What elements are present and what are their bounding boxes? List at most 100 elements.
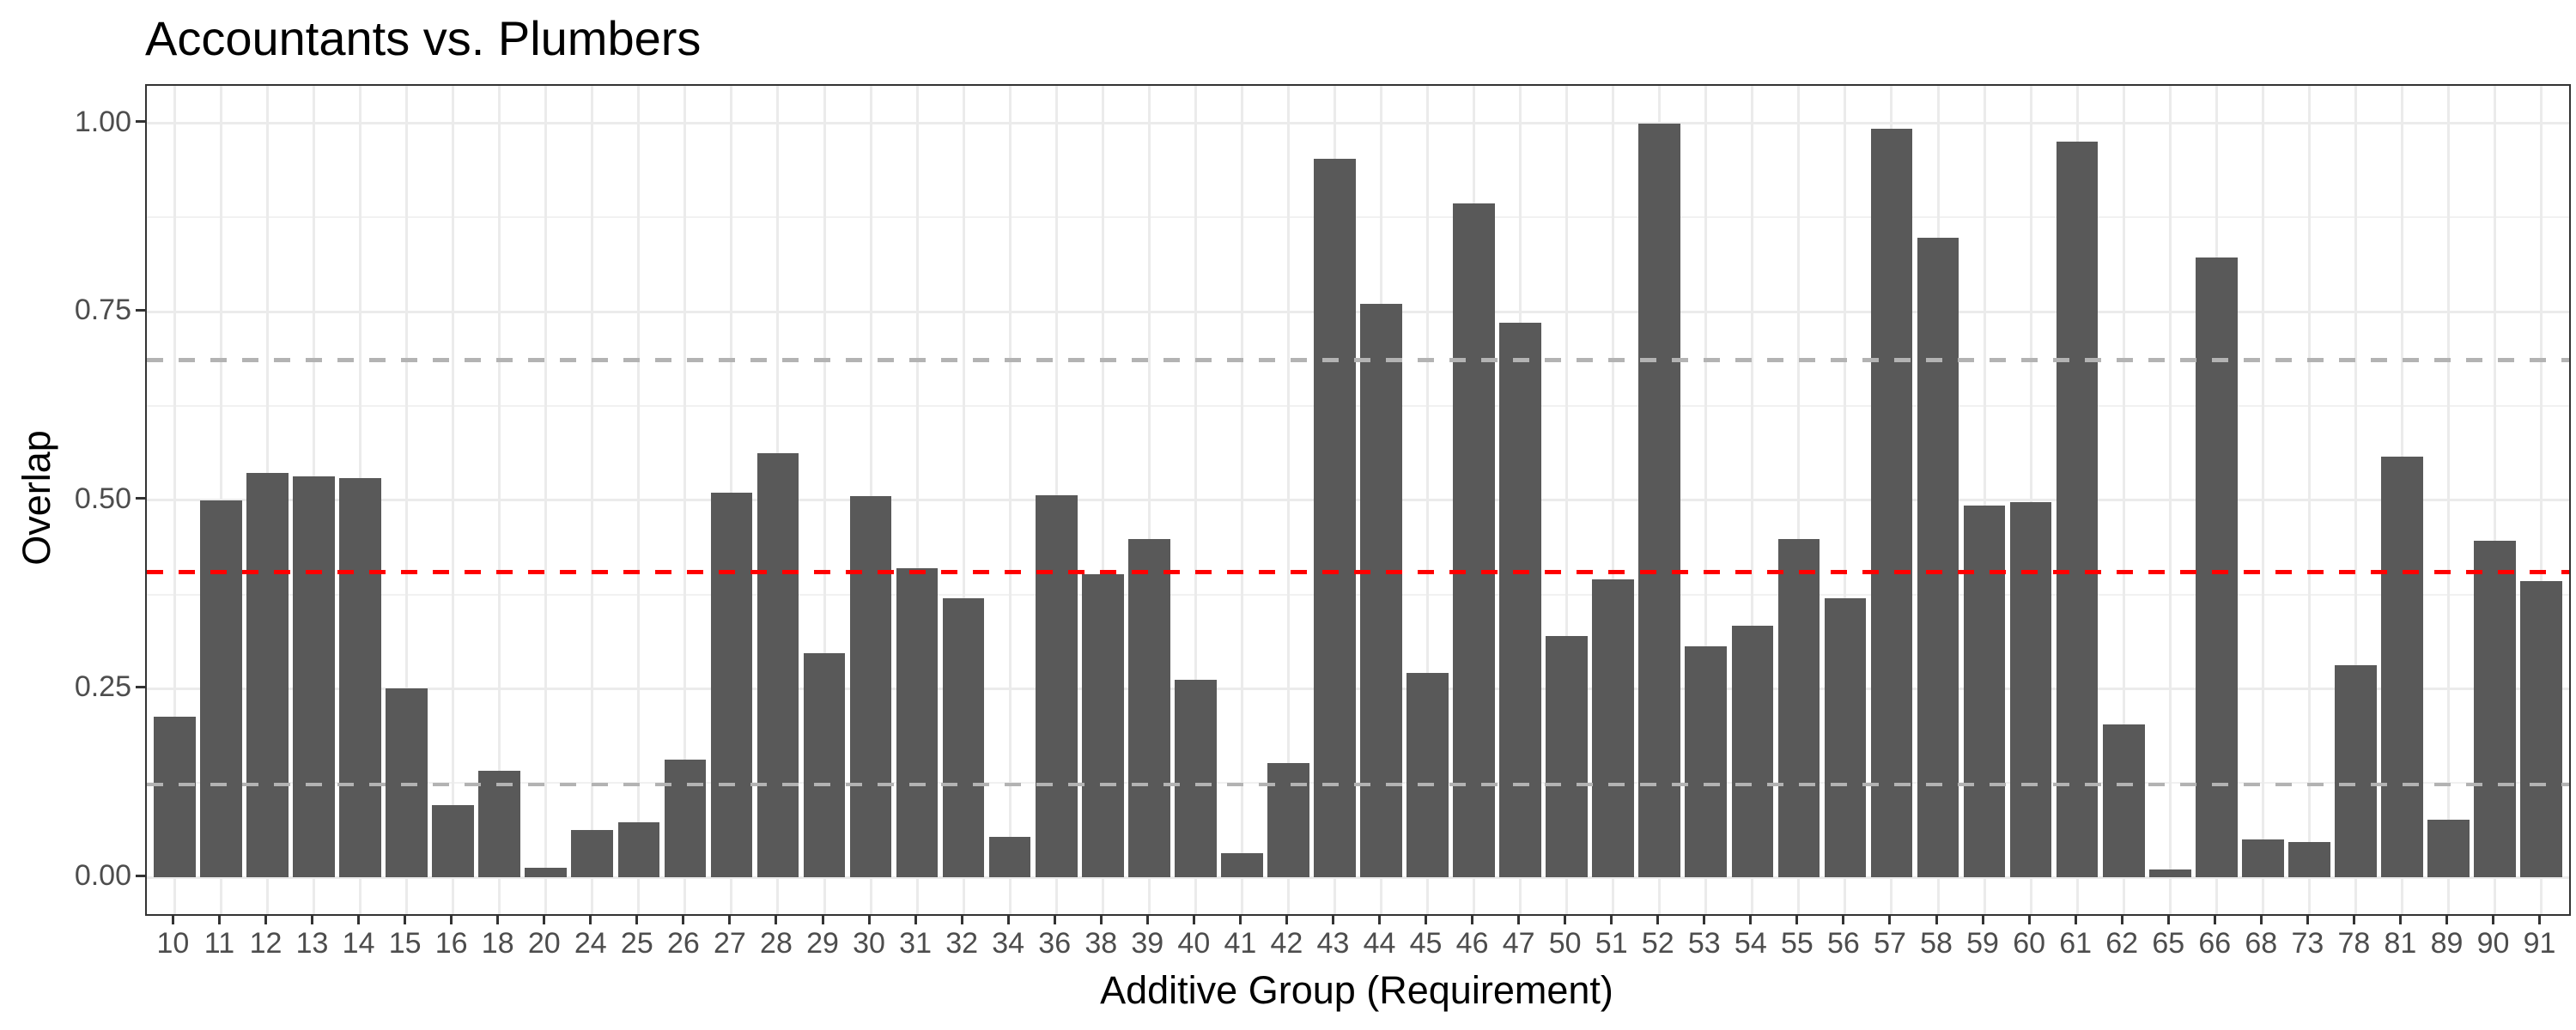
- x-tick-label: 51: [1595, 927, 1628, 960]
- bar-51: [1592, 579, 1635, 877]
- bar-29: [803, 653, 846, 877]
- gridline-horizontal-minor: [147, 216, 2569, 219]
- gridline-vertical-major: [2261, 86, 2264, 914]
- gridline-vertical-major: [2122, 86, 2125, 914]
- bar-28: [756, 453, 799, 877]
- x-tick-label: 25: [620, 927, 653, 960]
- y-axis-tick: [136, 685, 145, 688]
- bar-73: [2288, 841, 2330, 877]
- x-tick-label: 12: [249, 927, 283, 960]
- gridline-vertical-major: [1008, 86, 1012, 914]
- bar-25: [617, 821, 660, 877]
- x-tick-label: 18: [481, 927, 514, 960]
- x-tick-label: 58: [1920, 927, 1953, 960]
- bar-57: [1870, 128, 1913, 877]
- x-tick-label: 38: [1084, 927, 1118, 960]
- gridline-vertical-major: [2494, 86, 2497, 914]
- bar-20: [525, 867, 568, 877]
- x-tick-label: 81: [2384, 927, 2417, 960]
- gridline-vertical-major: [1983, 86, 1986, 914]
- bar-46: [1453, 203, 1495, 877]
- x-axis-title: Additive Group (Requirement): [1100, 968, 1613, 1012]
- x-axis-tick: [311, 914, 314, 924]
- x-tick-label: 39: [1131, 927, 1164, 960]
- x-axis-tick: [1564, 914, 1567, 924]
- bar-41: [1221, 852, 1263, 877]
- x-axis-tick: [1517, 914, 1521, 924]
- bar-30: [849, 495, 892, 877]
- x-axis-tick: [1981, 914, 1984, 924]
- x-axis-tick: [1099, 914, 1103, 924]
- bar-24: [571, 829, 614, 877]
- x-axis-tick: [1238, 914, 1242, 924]
- x-axis-tick: [914, 914, 917, 924]
- x-axis-tick: [1749, 914, 1753, 924]
- gray-dashed-line-lower: [147, 782, 2569, 787]
- x-axis-tick: [867, 914, 871, 924]
- x-axis-tick: [635, 914, 639, 924]
- x-tick-label: 46: [1455, 927, 1489, 960]
- bar-78: [2335, 665, 2377, 877]
- gridline-vertical-major: [2307, 86, 2311, 914]
- y-tick-label: 0.00: [74, 859, 131, 892]
- gridline-vertical-major: [1612, 86, 1615, 914]
- gridline-vertical-major: [1194, 86, 1197, 914]
- gridline-horizontal-major: [147, 310, 2569, 313]
- x-axis-tick: [2306, 914, 2309, 924]
- x-axis-tick: [1331, 914, 1334, 924]
- x-axis-tick: [2213, 914, 2216, 924]
- x-tick-label: 41: [1224, 927, 1257, 960]
- x-tick-label: 68: [2245, 927, 2278, 960]
- x-axis-tick: [404, 914, 407, 924]
- bar-34: [988, 836, 1031, 877]
- x-axis-tick: [2398, 914, 2402, 924]
- x-tick-label: 61: [2059, 927, 2093, 960]
- gridline-vertical-major: [173, 86, 176, 914]
- y-axis-tick: [136, 497, 145, 500]
- x-tick-label: 53: [1687, 927, 1721, 960]
- x-tick-label: 91: [2523, 927, 2556, 960]
- gridline-vertical-major: [1101, 86, 1104, 914]
- x-tick-label: 40: [1177, 927, 1211, 960]
- x-tick-label: 73: [2291, 927, 2324, 960]
- x-tick-label: 60: [2013, 927, 2046, 960]
- gridline-vertical-major: [405, 86, 409, 914]
- x-tick-label: 54: [1734, 927, 1767, 960]
- bar-26: [664, 759, 707, 877]
- y-axis-tick: [136, 308, 145, 312]
- gridline-vertical-major: [219, 86, 222, 914]
- y-axis-tick: [136, 874, 145, 877]
- x-axis-tick: [2352, 914, 2355, 924]
- y-tick-label: 0.25: [74, 670, 131, 704]
- bar-59: [1963, 505, 2006, 877]
- x-tick-label: 32: [945, 927, 979, 960]
- bar-65: [2148, 869, 2191, 877]
- gridline-vertical-major: [1286, 86, 1290, 914]
- gridline-vertical-major: [1565, 86, 1569, 914]
- gridline-horizontal-minor: [147, 405, 2569, 408]
- bar-91: [2520, 580, 2562, 877]
- x-tick-label: 13: [295, 927, 329, 960]
- x-axis-tick: [1842, 914, 1845, 924]
- x-axis-tick: [1703, 914, 1706, 924]
- gridline-vertical-major: [2354, 86, 2357, 914]
- x-axis-tick: [543, 914, 546, 924]
- x-axis-tick: [2259, 914, 2263, 924]
- x-axis-tick: [1192, 914, 1195, 924]
- x-tick-label: 56: [1827, 927, 1860, 960]
- bar-38: [1081, 573, 1124, 877]
- x-tick-label: 11: [204, 927, 235, 960]
- bar-58: [1917, 238, 1959, 877]
- gridline-horizontal-major: [147, 122, 2569, 125]
- red-dashed-line: [147, 570, 2569, 574]
- x-axis-tick: [2538, 914, 2542, 924]
- x-axis-tick: [2492, 914, 2495, 924]
- x-tick-label: 20: [527, 927, 561, 960]
- bar-18: [478, 771, 521, 877]
- gridline-vertical-major: [1844, 86, 1847, 914]
- x-axis-tick: [589, 914, 592, 924]
- x-tick-label: 45: [1409, 927, 1443, 960]
- x-tick-label: 29: [806, 927, 839, 960]
- x-tick-label: 43: [1316, 927, 1350, 960]
- x-axis-tick: [264, 914, 267, 924]
